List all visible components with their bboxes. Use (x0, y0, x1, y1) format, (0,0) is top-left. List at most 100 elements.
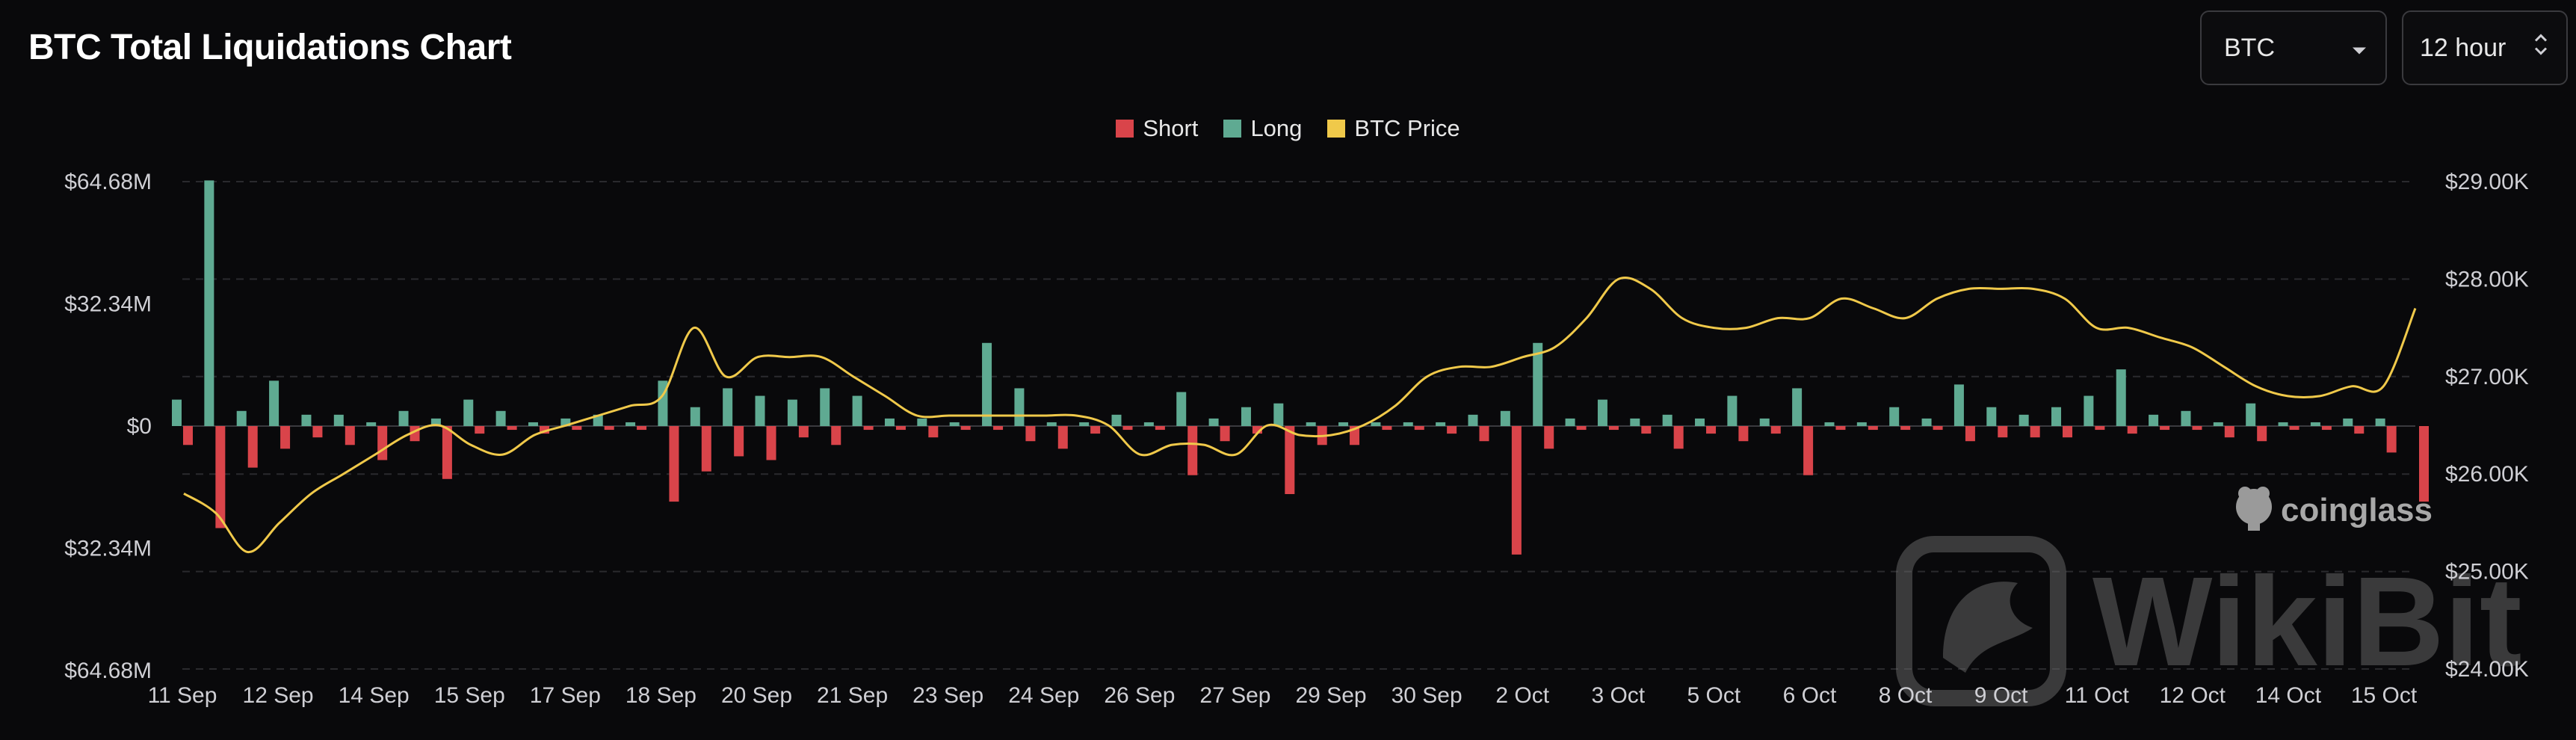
short-bar[interactable] (475, 426, 485, 434)
short-bar[interactable] (2063, 426, 2073, 438)
short-bar[interactable] (2192, 426, 2202, 431)
long-bar[interactable] (1889, 407, 1900, 426)
long-bar[interactable] (1727, 395, 1738, 426)
long-bar[interactable] (723, 388, 733, 426)
legend-item-long[interactable]: Long (1223, 115, 1302, 142)
short-bar[interactable] (1900, 426, 1911, 431)
short-bar[interactable] (1673, 426, 1684, 449)
long-bar[interactable] (755, 395, 765, 426)
long-bar[interactable] (2019, 414, 2029, 426)
long-bar[interactable] (1824, 422, 1835, 426)
long-bar[interactable] (398, 410, 409, 426)
long-bar[interactable] (949, 422, 960, 426)
long-bar[interactable] (1403, 422, 1413, 426)
long-bar[interactable] (2343, 418, 2353, 426)
long-bar[interactable] (1143, 422, 1154, 426)
long-bar[interactable] (2084, 395, 2094, 426)
long-bar[interactable] (2116, 369, 2126, 426)
short-bar[interactable] (1706, 426, 1717, 434)
short-bar[interactable] (831, 426, 841, 445)
short-bar[interactable] (1057, 426, 1068, 449)
long-bar[interactable] (1338, 422, 1349, 426)
long-bar[interactable] (1986, 407, 1997, 426)
long-bar[interactable] (1953, 384, 1964, 426)
short-bar[interactable] (1933, 426, 1943, 431)
short-bar[interactable] (1998, 426, 2008, 438)
long-bar[interactable] (1306, 422, 1316, 426)
coin-select[interactable]: BTC (2200, 10, 2387, 85)
short-bar[interactable] (1479, 426, 1489, 442)
short-bar[interactable] (1090, 426, 1101, 434)
short-bar[interactable] (2386, 426, 2397, 453)
short-bar[interactable] (1835, 426, 1846, 431)
long-bar[interactable] (1630, 418, 1640, 426)
short-bar[interactable] (312, 426, 323, 438)
short-bar[interactable] (798, 426, 809, 438)
short-bar[interactable] (1122, 426, 1133, 431)
long-bar[interactable] (1856, 422, 1867, 426)
long-bar[interactable] (301, 414, 312, 426)
short-bar[interactable] (669, 426, 679, 502)
long-bar[interactable] (495, 410, 506, 426)
long-bar[interactable] (1759, 418, 1770, 426)
long-bar[interactable] (1273, 403, 1284, 426)
short-bar[interactable] (1447, 426, 1457, 434)
long-bar[interactable] (982, 342, 992, 426)
long-bar[interactable] (463, 399, 474, 426)
long-bar[interactable] (560, 418, 571, 426)
short-bar[interactable] (701, 426, 711, 472)
short-bar[interactable] (895, 426, 906, 431)
short-bar[interactable] (1641, 426, 1652, 434)
long-bar[interactable] (236, 410, 247, 426)
short-bar[interactable] (1155, 426, 1165, 431)
short-bar[interactable] (2257, 426, 2267, 442)
legend-item-btc-price[interactable]: BTC Price (1327, 115, 1460, 142)
long-bar[interactable] (1176, 392, 1187, 426)
short-bar[interactable] (604, 426, 614, 431)
long-bar[interactable] (626, 422, 636, 426)
long-bar[interactable] (1241, 407, 1251, 426)
long-bar[interactable] (1468, 414, 1478, 426)
short-bar[interactable] (1025, 426, 1036, 442)
short-bar[interactable] (1868, 426, 1878, 431)
long-bar[interactable] (2246, 403, 2256, 426)
short-bar[interactable] (1770, 426, 1781, 434)
long-bar[interactable] (1371, 422, 1381, 426)
short-bar[interactable] (377, 426, 388, 460)
legend-item-short[interactable]: Short (1116, 115, 1198, 142)
short-bar[interactable] (1803, 426, 1814, 475)
short-bar[interactable] (183, 426, 193, 445)
short-bar[interactable] (1220, 426, 1230, 442)
short-bar[interactable] (1511, 426, 1522, 555)
short-bar[interactable] (539, 426, 549, 434)
long-bar[interactable] (1533, 342, 1543, 426)
long-bar[interactable] (1046, 422, 1057, 426)
short-bar[interactable] (734, 426, 744, 457)
long-bar[interactable] (1565, 418, 1575, 426)
long-bar[interactable] (2149, 414, 2159, 426)
long-bar[interactable] (2213, 422, 2223, 426)
long-bar[interactable] (1014, 388, 1025, 426)
long-bar[interactable] (204, 180, 214, 426)
short-bar[interactable] (1414, 426, 1424, 431)
long-bar[interactable] (1111, 414, 1122, 426)
short-bar[interactable] (2127, 426, 2137, 434)
short-bar[interactable] (215, 426, 226, 528)
short-bar[interactable] (442, 426, 452, 479)
short-bar[interactable] (280, 426, 291, 449)
long-bar[interactable] (172, 399, 182, 426)
short-bar[interactable] (2419, 426, 2429, 502)
short-bar[interactable] (766, 426, 776, 460)
short-bar[interactable] (2030, 426, 2040, 438)
long-bar[interactable] (917, 418, 927, 426)
short-bar[interactable] (345, 426, 355, 445)
short-bar[interactable] (928, 426, 939, 438)
long-bar[interactable] (2375, 418, 2385, 426)
short-bar[interactable] (993, 426, 1004, 431)
short-bar[interactable] (2354, 426, 2365, 434)
long-bar[interactable] (1597, 399, 1607, 426)
long-bar[interactable] (690, 407, 700, 426)
long-bar[interactable] (1436, 422, 1446, 426)
short-bar[interactable] (2289, 426, 2299, 431)
long-bar[interactable] (1921, 418, 1932, 426)
